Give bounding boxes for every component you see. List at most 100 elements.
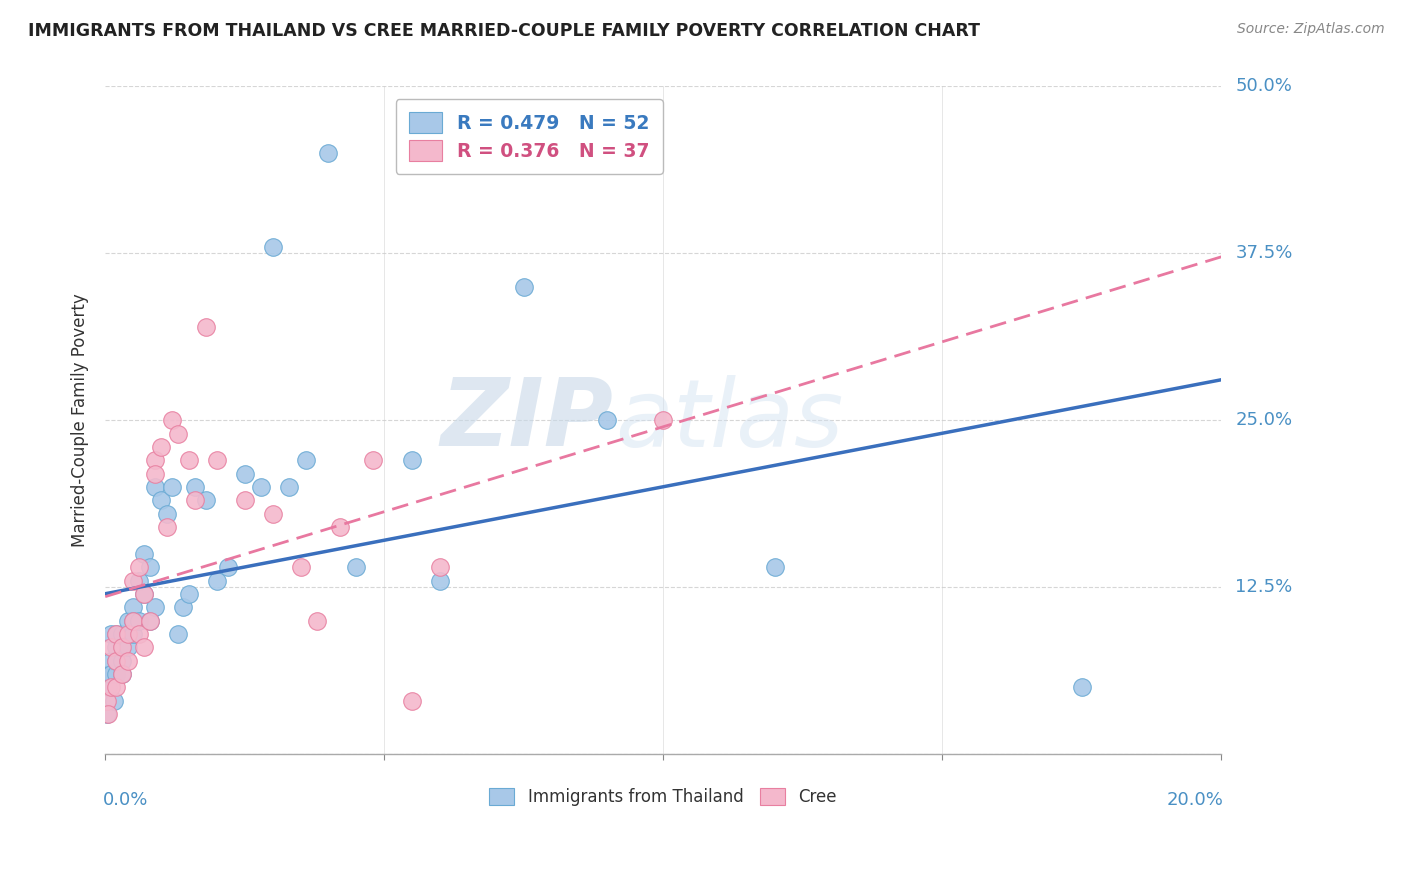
Text: Source: ZipAtlas.com: Source: ZipAtlas.com — [1237, 22, 1385, 37]
Point — [122, 574, 145, 588]
Point — [160, 480, 183, 494]
Point — [145, 453, 167, 467]
Text: 0.0%: 0.0% — [103, 791, 149, 809]
Point — [139, 614, 162, 628]
Point — [111, 627, 134, 641]
Point — [128, 627, 150, 641]
Point — [111, 640, 134, 655]
Point — [295, 453, 318, 467]
Point — [111, 667, 134, 681]
Point — [128, 614, 150, 628]
Point — [134, 587, 156, 601]
Point — [139, 614, 162, 628]
Text: 20.0%: 20.0% — [1167, 791, 1223, 809]
Point — [344, 560, 367, 574]
Point — [100, 640, 122, 655]
Point — [117, 654, 139, 668]
Point — [233, 493, 256, 508]
Point — [117, 640, 139, 655]
Point — [117, 614, 139, 628]
Point — [262, 240, 284, 254]
Point — [429, 560, 451, 574]
Point — [117, 627, 139, 641]
Y-axis label: Married-Couple Family Poverty: Married-Couple Family Poverty — [72, 293, 89, 547]
Point — [97, 707, 120, 722]
Point — [122, 600, 145, 615]
Point — [250, 480, 273, 494]
Point — [100, 654, 122, 668]
Point — [290, 560, 312, 574]
Point — [139, 560, 162, 574]
Point — [128, 560, 150, 574]
Point — [134, 640, 156, 655]
Point — [122, 614, 145, 628]
Point — [172, 600, 194, 615]
Point — [183, 493, 205, 508]
Point — [96, 707, 118, 722]
Point — [233, 467, 256, 481]
Point — [98, 667, 121, 681]
Point — [111, 654, 134, 668]
Point — [177, 453, 200, 467]
Point — [262, 507, 284, 521]
Point — [128, 574, 150, 588]
Text: IMMIGRANTS FROM THAILAND VS CREE MARRIED-COUPLE FAMILY POVERTY CORRELATION CHART: IMMIGRANTS FROM THAILAND VS CREE MARRIED… — [28, 22, 980, 40]
Legend: Immigrants from Thailand, Cree: Immigrants from Thailand, Cree — [482, 781, 844, 813]
Point — [183, 480, 205, 494]
Point — [155, 507, 177, 521]
Point — [652, 413, 675, 427]
Point — [105, 640, 128, 655]
Point — [155, 520, 177, 534]
Point — [361, 453, 384, 467]
Point — [117, 627, 139, 641]
Point — [194, 319, 217, 334]
Point — [1070, 681, 1092, 695]
Point — [401, 453, 423, 467]
Text: ZIP: ZIP — [440, 375, 613, 467]
Point — [100, 667, 122, 681]
Point — [150, 440, 173, 454]
Point — [166, 627, 188, 641]
Point — [105, 627, 128, 641]
Point — [596, 413, 619, 427]
Point — [166, 426, 188, 441]
Text: 12.5%: 12.5% — [1236, 578, 1292, 596]
Text: atlas: atlas — [616, 375, 844, 466]
Point — [105, 681, 128, 695]
Point — [111, 640, 134, 655]
Text: 37.5%: 37.5% — [1236, 244, 1292, 262]
Point — [145, 600, 167, 615]
Point — [122, 627, 145, 641]
Point — [513, 279, 536, 293]
Point — [429, 574, 451, 588]
Point — [150, 493, 173, 508]
Text: 25.0%: 25.0% — [1236, 411, 1292, 429]
Point — [177, 587, 200, 601]
Point — [122, 614, 145, 628]
Point — [217, 560, 239, 574]
Point — [401, 694, 423, 708]
Point — [134, 547, 156, 561]
Point — [105, 654, 128, 668]
Text: 50.0%: 50.0% — [1236, 78, 1292, 95]
Point — [205, 453, 228, 467]
Point — [205, 574, 228, 588]
Point — [103, 694, 125, 708]
Point — [318, 146, 340, 161]
Point — [278, 480, 301, 494]
Point — [111, 667, 134, 681]
Point — [134, 587, 156, 601]
Point — [160, 413, 183, 427]
Point — [307, 614, 329, 628]
Point — [145, 467, 167, 481]
Point — [97, 681, 120, 695]
Point — [105, 667, 128, 681]
Point — [145, 480, 167, 494]
Point — [194, 493, 217, 508]
Point — [100, 627, 122, 641]
Point — [105, 627, 128, 641]
Point — [96, 694, 118, 708]
Point — [100, 681, 122, 695]
Point — [763, 560, 786, 574]
Point — [329, 520, 352, 534]
